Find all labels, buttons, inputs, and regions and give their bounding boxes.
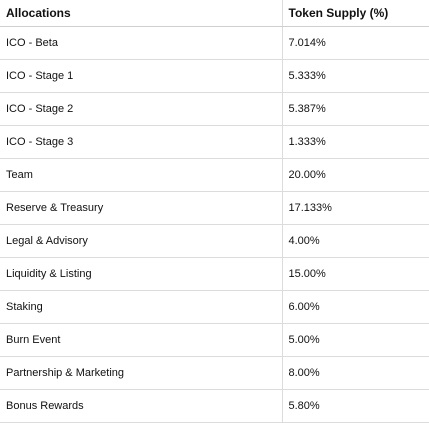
table-row: ICO - Stage 1 5.333% — [0, 59, 429, 93]
allocation-cell: ICO - Stage 1 — [0, 59, 282, 93]
supply-cell: 5.387% — [281, 92, 429, 126]
header-row: Allocations Token Supply (%) — [0, 0, 429, 27]
supply-cell: 4.00% — [281, 224, 429, 258]
allocation-cell: Legal & Advisory — [0, 224, 282, 258]
allocation-cell: Liquidity & Listing — [0, 257, 282, 291]
table-row: Team 20.00% — [0, 158, 429, 192]
header-token-supply: Token Supply (%) — [281, 0, 429, 27]
table-row: Liquidity & Listing 15.00% — [0, 257, 429, 291]
allocation-cell: Staking — [0, 290, 282, 324]
supply-cell: 15.00% — [281, 257, 429, 291]
table-row: Bonus Rewards 5.80% — [0, 389, 429, 423]
supply-cell: 20.00% — [281, 158, 429, 192]
allocation-cell: Team — [0, 158, 282, 192]
table-row: Staking 6.00% — [0, 290, 429, 324]
table-row: ICO - Stage 3 1.333% — [0, 125, 429, 159]
table-row: Legal & Advisory 4.00% — [0, 224, 429, 258]
table-row: ICO - Beta 7.014% — [0, 26, 429, 60]
header-allocations: Allocations — [0, 0, 282, 27]
allocation-cell: Bonus Rewards — [0, 389, 282, 423]
supply-cell: 5.00% — [281, 323, 429, 357]
supply-cell: 5.333% — [281, 59, 429, 93]
supply-cell: 5.80% — [281, 389, 429, 423]
table-body: ICO - Beta 7.014% ICO - Stage 1 5.333% I… — [0, 26, 429, 423]
table-header: Allocations Token Supply (%) — [0, 0, 429, 27]
supply-cell: 8.00% — [281, 356, 429, 390]
table-row: ICO - Stage 2 5.387% — [0, 92, 429, 126]
supply-cell: 6.00% — [281, 290, 429, 324]
allocation-cell: Burn Event — [0, 323, 282, 357]
supply-cell: 17.133% — [281, 191, 429, 225]
allocation-cell: Reserve & Treasury — [0, 191, 282, 225]
table-row: Burn Event 5.00% — [0, 323, 429, 357]
allocation-cell: Partnership & Marketing — [0, 356, 282, 390]
supply-cell: 7.014% — [281, 26, 429, 60]
allocation-cell: ICO - Stage 2 — [0, 92, 282, 126]
supply-cell: 1.333% — [281, 125, 429, 159]
allocation-cell: ICO - Beta — [0, 26, 282, 60]
table-row: Reserve & Treasury 17.133% — [0, 191, 429, 225]
table-row: Partnership & Marketing 8.00% — [0, 356, 429, 390]
allocation-cell: ICO - Stage 3 — [0, 125, 282, 159]
